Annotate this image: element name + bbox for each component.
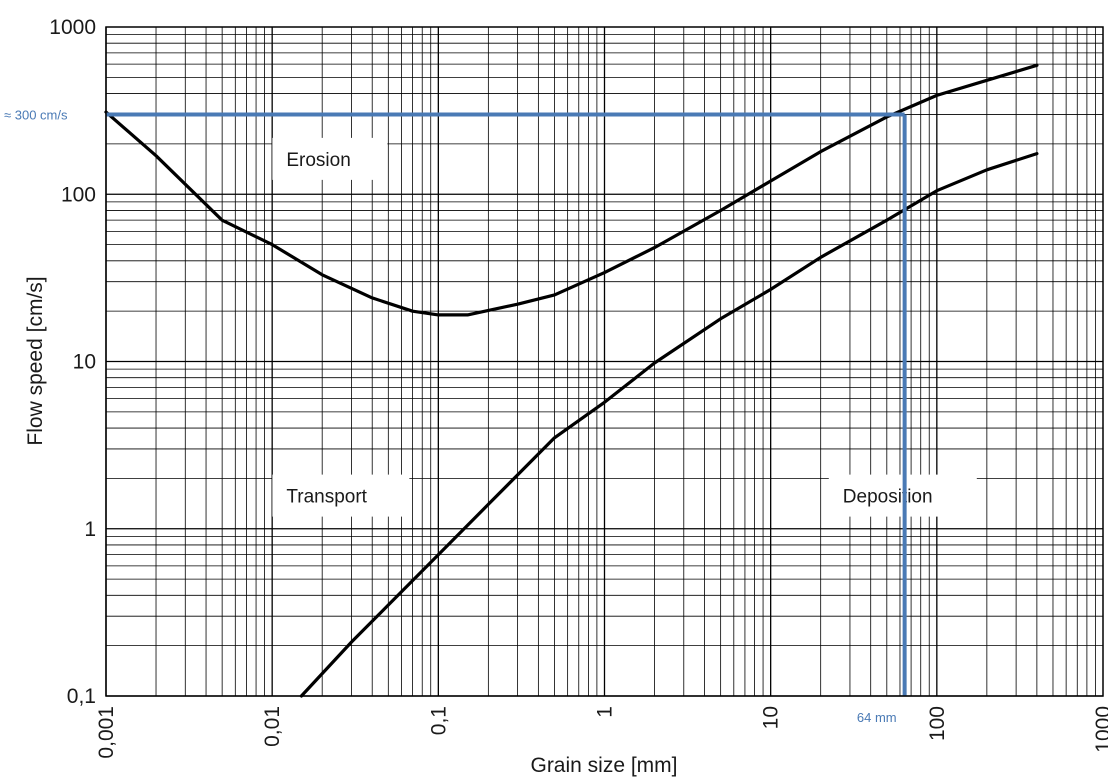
region-label-box	[272, 474, 410, 517]
x-tick-label: 0,1	[427, 706, 450, 735]
x-tick-label: 0,001	[95, 706, 118, 759]
y-tick-label: 1	[84, 518, 96, 541]
y-tick-label: 10	[73, 351, 96, 374]
region-label-text: Transport	[286, 487, 367, 508]
annotation-vline-label: 64 mm	[857, 710, 897, 725]
region-label-text: Deposition	[843, 487, 933, 508]
x-axis-title: Grain size [mm]	[530, 754, 677, 777]
region-label-transport: Transport	[272, 474, 410, 517]
annotation-hline-label-bg	[2, 104, 94, 125]
tick-labels: 0,1 1 10 100 1000 0,001 0,01 0,1 1 10 100 1000	[49, 16, 1108, 759]
annotations: ≈ 300 cm/s 64 mm	[2, 104, 907, 725]
x-tick-label: 100	[926, 706, 949, 741]
region-label-erosion: Erosion	[272, 137, 388, 180]
x-tick-label: 1000	[1092, 706, 1108, 753]
erosion-curve	[104, 63, 1039, 317]
grid	[105, 27, 1103, 697]
y-axis-title: Flow speed [cm/s]	[24, 276, 47, 445]
region-label-box	[272, 137, 388, 180]
region-label-text: Erosion	[286, 150, 350, 171]
y-tick-label: 100	[61, 183, 96, 206]
deposition-curve	[299, 152, 1039, 698]
region-labels: Erosion Transport Deposition	[272, 137, 977, 517]
x-tick-label: 1	[594, 706, 617, 718]
x-tick-label: 10	[760, 706, 783, 729]
x-tick-label: 0,01	[261, 706, 284, 747]
data-series	[104, 63, 1039, 698]
y-tick-label: 1000	[49, 16, 96, 39]
annotation-hline-label: ≈ 300 cm/s	[4, 107, 68, 122]
plot-frame	[105, 26, 1104, 697]
y-tick-label: 0,1	[67, 685, 96, 708]
